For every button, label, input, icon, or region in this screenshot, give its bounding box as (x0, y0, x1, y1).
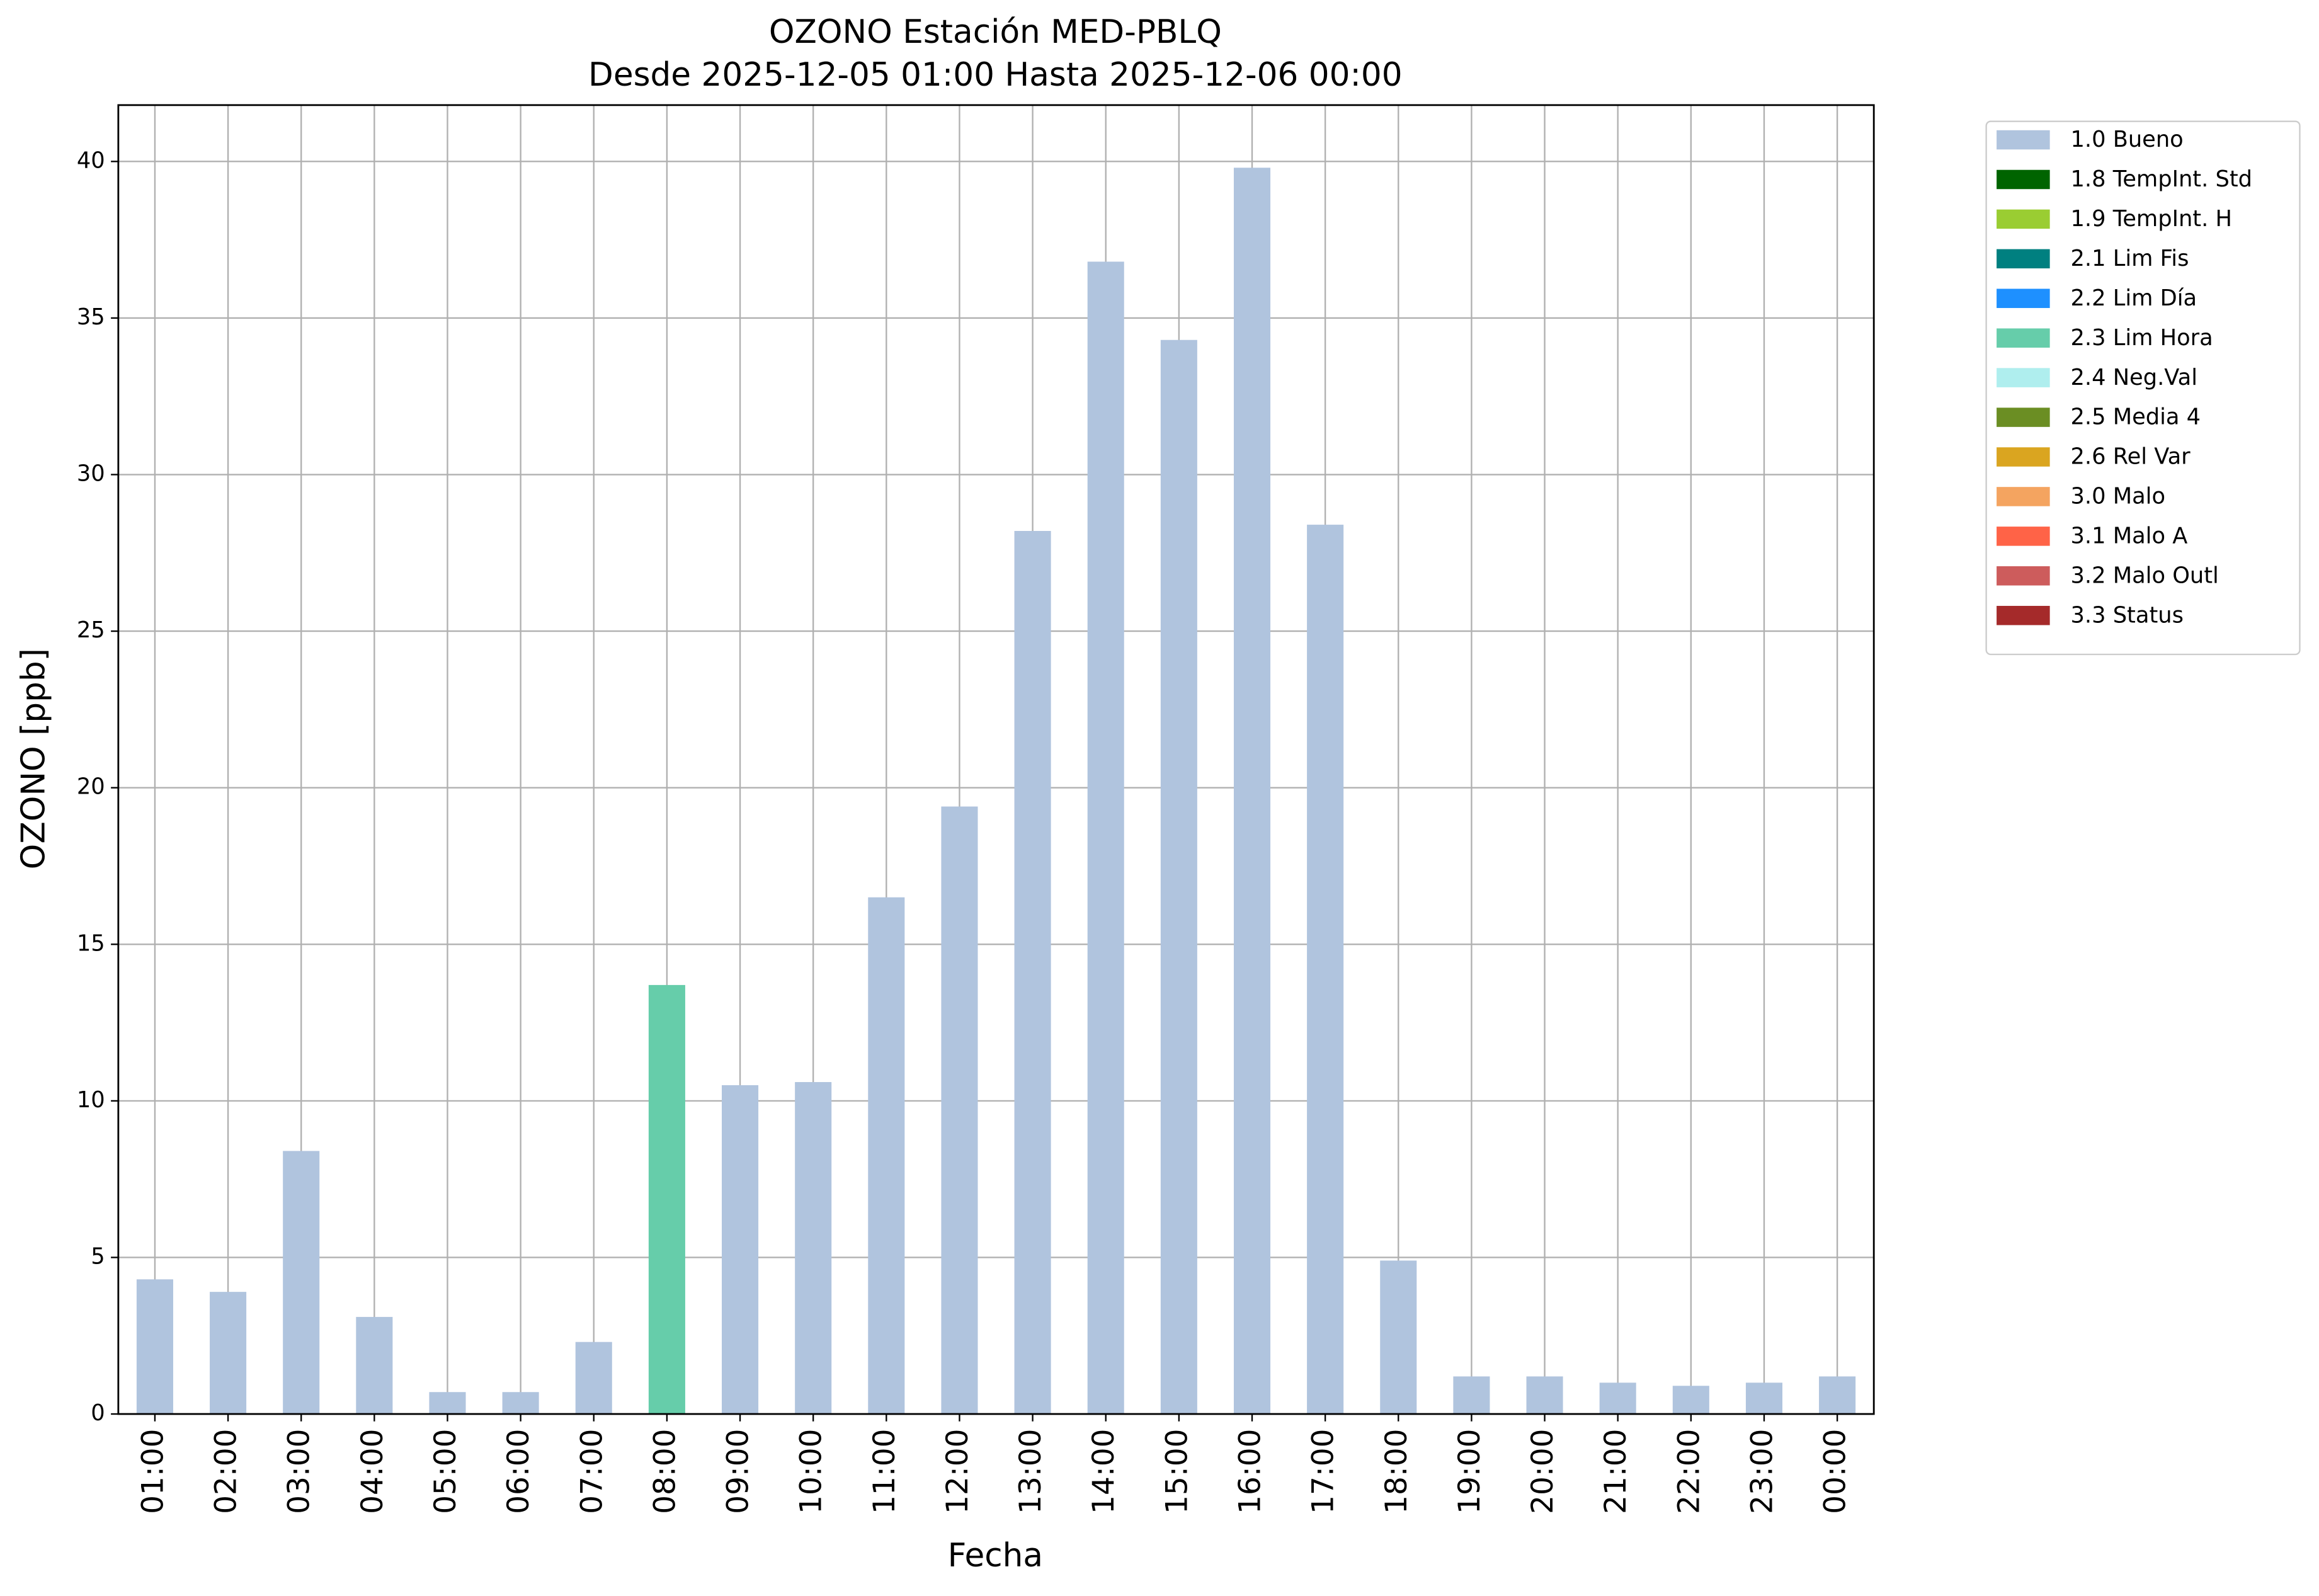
y-tick-label: 40 (77, 147, 105, 173)
x-tick-label: 17:00 (1306, 1429, 1341, 1514)
x-tick-label: 11:00 (867, 1429, 902, 1514)
plot-frame (117, 104, 1875, 1415)
bar (1307, 525, 1344, 1415)
x-tick-label: 04:00 (355, 1429, 390, 1514)
x-tick-label: 20:00 (1525, 1429, 1560, 1514)
x-tick-label: 14:00 (1086, 1429, 1121, 1514)
legend-swatch (1997, 169, 2050, 190)
legend-label: 1.0 Bueno (2071, 127, 2184, 152)
legend-label: 3.3 Status (2071, 602, 2184, 628)
y-tick-label: 35 (77, 304, 105, 330)
chart-subtitle: Desde 2025-12-05 01:00 Hasta 2025-12-06 … (588, 56, 1403, 94)
legend-label: 3.0 Malo (2071, 484, 2166, 510)
x-tick-label: 13:00 (1013, 1429, 1048, 1514)
y-tick-label: 25 (77, 617, 105, 643)
legend-swatch (1997, 408, 2050, 427)
x-tick-label: 16:00 (1233, 1429, 1268, 1514)
bar (502, 1392, 539, 1415)
x-tick-label: 15:00 (1160, 1429, 1194, 1514)
bar (1672, 1386, 1709, 1415)
x-tick-label: 18:00 (1379, 1429, 1414, 1514)
x-tick-label: 05:00 (428, 1429, 463, 1514)
legend-swatch (1997, 368, 2050, 387)
bar (868, 897, 905, 1415)
x-tick-label: 21:00 (1598, 1429, 1633, 1514)
bar (1819, 1376, 1856, 1415)
legend-swatch (1997, 447, 2050, 467)
x-tick-label: 12:00 (940, 1429, 975, 1514)
legend-swatch (1997, 487, 2050, 506)
bar (1087, 261, 1124, 1415)
legend-swatch (1997, 527, 2050, 546)
x-tick-label: 10:00 (794, 1429, 829, 1514)
bar (648, 984, 685, 1415)
bar (575, 1342, 612, 1415)
bar (429, 1392, 466, 1415)
x-tick-label: 03:00 (282, 1429, 317, 1514)
legend-swatch (1997, 566, 2050, 586)
legend-label: 1.9 TempInt. H (2071, 206, 2232, 232)
bar (356, 1316, 393, 1415)
bar (1526, 1376, 1563, 1415)
legend-label: 2.4 Neg.Val (2071, 365, 2198, 390)
legend-label: 2.5 Media 4 (2071, 404, 2201, 430)
legend-label: 2.6 Rel Var (2071, 444, 2191, 470)
x-tick-label: 07:00 (574, 1429, 609, 1514)
bar (136, 1279, 173, 1415)
legend-swatch (1997, 209, 2050, 229)
x-tick-label: 23:00 (1745, 1429, 1779, 1514)
bar (1160, 339, 1197, 1415)
x-tick-label: 22:00 (1672, 1429, 1706, 1514)
legend-swatch (1997, 605, 2050, 625)
x-tick-label: 08:00 (647, 1429, 682, 1514)
bar (210, 1292, 247, 1415)
y-tick-label: 20 (77, 774, 105, 800)
bar (1453, 1376, 1490, 1415)
bar (1380, 1260, 1417, 1415)
legend-swatch (1997, 249, 2050, 269)
x-tick-label: 01:00 (135, 1429, 170, 1514)
y-tick-label: 10 (77, 1087, 105, 1113)
bar (1233, 168, 1271, 1415)
legend-label: 2.1 Lim Fis (2071, 246, 2189, 271)
x-axis-label: Fecha (948, 1537, 1043, 1575)
bar (722, 1085, 759, 1415)
y-axis-label: OZONO [ppb] (14, 648, 52, 869)
y-tick-label: 30 (77, 461, 105, 487)
y-tick-label: 0 (91, 1400, 105, 1426)
x-tick-label: 09:00 (721, 1429, 756, 1514)
bar (941, 806, 978, 1415)
legend-swatch (1997, 130, 2050, 150)
x-tick-label: 02:00 (209, 1429, 244, 1514)
x-tick-label: 00:00 (1818, 1429, 1853, 1514)
bar (795, 1082, 832, 1415)
legend-label: 3.1 Malo A (2071, 523, 2188, 549)
bar (1745, 1382, 1783, 1415)
legend-label: 3.2 Malo Outl (2071, 562, 2219, 588)
legend-label: 1.8 TempInt. Std (2071, 166, 2252, 192)
legend-swatch (1997, 288, 2050, 309)
bar (283, 1151, 320, 1415)
y-tick-label: 5 (91, 1243, 105, 1269)
bar (1599, 1382, 1636, 1415)
chart-title: OZONO Estación MED-PBLQ (769, 13, 1222, 51)
x-tick-label: 19:00 (1452, 1429, 1487, 1514)
legend-box (1985, 120, 2301, 656)
bar (1014, 531, 1051, 1415)
legend-label: 2.3 Lim Hora (2071, 325, 2213, 351)
legend-label: 2.2 Lim Día (2071, 285, 2197, 311)
y-tick-label: 15 (77, 930, 105, 956)
x-tick-label: 06:00 (501, 1429, 536, 1514)
legend-swatch (1997, 328, 2050, 348)
